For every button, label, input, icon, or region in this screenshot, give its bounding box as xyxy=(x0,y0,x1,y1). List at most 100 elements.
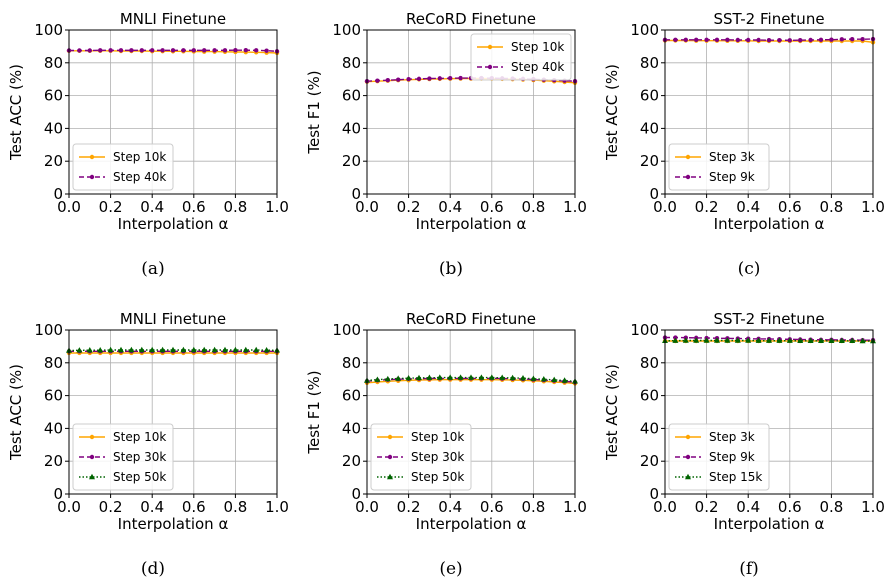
x-tick-label: 0.6 xyxy=(182,498,206,516)
y-tick-label: 80 xyxy=(640,54,659,72)
y-tick-label: 60 xyxy=(640,387,659,405)
data-point xyxy=(263,346,270,353)
legend-entry: Step 10k xyxy=(113,430,166,444)
data-point xyxy=(683,37,688,43)
legend-marker xyxy=(487,44,493,50)
x-tick-label: 0.0 xyxy=(57,198,81,216)
data-point xyxy=(520,375,526,381)
data-point xyxy=(374,376,381,382)
data-point xyxy=(703,337,710,343)
legend-marker xyxy=(685,473,691,480)
data-point xyxy=(427,76,432,81)
x-tick-label: 0.6 xyxy=(480,198,504,216)
y-tick-label: 100 xyxy=(630,321,659,339)
plot-frame xyxy=(366,29,576,195)
y-tick-label: 0 xyxy=(649,185,659,203)
data-point xyxy=(222,48,228,53)
legend-marker xyxy=(685,434,691,440)
data-point xyxy=(139,48,144,53)
legend-box xyxy=(370,423,472,491)
x-tick-label: 0.6 xyxy=(480,498,504,516)
x-tick-label: 1.0 xyxy=(265,498,289,516)
y-tick-label: 40 xyxy=(640,119,659,137)
legend-entry: Step 30k xyxy=(113,450,166,464)
data-point xyxy=(859,337,866,344)
x-axis-label: Interpolation α xyxy=(416,215,527,233)
data-point xyxy=(396,77,401,82)
legend-box xyxy=(72,423,174,491)
x-tick-label: 0.4 xyxy=(736,498,760,516)
data-point xyxy=(202,48,207,53)
legend-marker xyxy=(89,454,95,460)
y-tick-label: 100 xyxy=(34,21,63,39)
data-point xyxy=(86,346,93,353)
data-point xyxy=(211,346,218,353)
data-point xyxy=(385,77,390,83)
legend-marker xyxy=(89,434,95,440)
x-tick-label: 0.0 xyxy=(355,498,379,516)
data-point xyxy=(76,347,83,353)
chart-panel-3: 0.0 0.2 0.4 0.6 0.8 1.0 0 20 40 60 80 100 SST-2 Fine… xyxy=(603,10,885,279)
data-point xyxy=(838,337,845,344)
data-point xyxy=(808,37,813,43)
panel-caption: (d) xyxy=(141,559,165,579)
data-point xyxy=(436,374,443,380)
data-point xyxy=(457,374,464,380)
legend-marker xyxy=(89,174,95,180)
y-tick-label: 80 xyxy=(44,354,63,372)
data-point xyxy=(766,337,772,343)
x-tick-label: 0.0 xyxy=(653,198,677,216)
x-tick-label: 0.2 xyxy=(397,198,421,216)
legend-entry: Step 50k xyxy=(411,470,464,484)
data-point xyxy=(405,375,412,381)
legend-entry: Step 3k xyxy=(709,430,755,444)
chart-title: ReCoRD Finetune xyxy=(406,10,536,28)
legend-entry: Step 9k xyxy=(709,170,755,184)
legend-marker xyxy=(487,64,493,70)
data-point xyxy=(850,36,855,42)
x-tick-label: 0.8 xyxy=(521,498,545,516)
data-point xyxy=(406,77,411,82)
y-tick-label: 20 xyxy=(640,152,659,170)
legend-entry: Step 3k xyxy=(709,150,755,164)
data-point xyxy=(128,346,135,353)
y-axis-label: Test ACC (%) xyxy=(7,364,25,461)
x-tick-label: 0.2 xyxy=(99,498,123,516)
data-point xyxy=(714,37,720,43)
data-point xyxy=(384,375,391,382)
y-tick-label: 0 xyxy=(351,485,361,503)
chart-title: MNLI Finetune xyxy=(120,310,226,328)
x-tick-label: 1.0 xyxy=(563,498,587,516)
chart-title: SST-2 Finetune xyxy=(713,10,824,28)
legend: Step 3k Step 9k xyxy=(668,143,770,191)
data-point xyxy=(746,37,751,43)
data-point xyxy=(426,374,433,380)
legend-marker xyxy=(387,473,393,480)
data-point xyxy=(818,337,824,344)
data-point xyxy=(243,47,248,53)
x-tick-label: 0.4 xyxy=(736,198,760,216)
data-point xyxy=(190,346,197,353)
chart-title: SST-2 Finetune xyxy=(713,310,824,328)
x-axis-label: Interpolation α xyxy=(714,215,825,233)
y-tick-label: 60 xyxy=(342,387,361,405)
legend-entry: Step 15k xyxy=(709,470,762,484)
y-tick-label: 0 xyxy=(53,485,63,503)
data-point xyxy=(395,375,402,381)
y-axis-label: Test F1 (%) xyxy=(305,370,323,454)
y-tick-label: 100 xyxy=(332,21,361,39)
legend-entry: Step 50k xyxy=(113,470,166,484)
data-point xyxy=(797,337,804,344)
data-point xyxy=(786,337,793,343)
x-axis-label: Interpolation α xyxy=(416,515,527,533)
data-point xyxy=(118,48,124,53)
data-point xyxy=(551,376,558,383)
panel-caption: (a) xyxy=(141,259,164,279)
data-point xyxy=(704,37,709,43)
data-point xyxy=(160,48,165,53)
legend: Step 3k Step 9k Step 15k xyxy=(668,423,770,491)
data-point xyxy=(499,374,506,380)
data-point xyxy=(149,346,156,353)
